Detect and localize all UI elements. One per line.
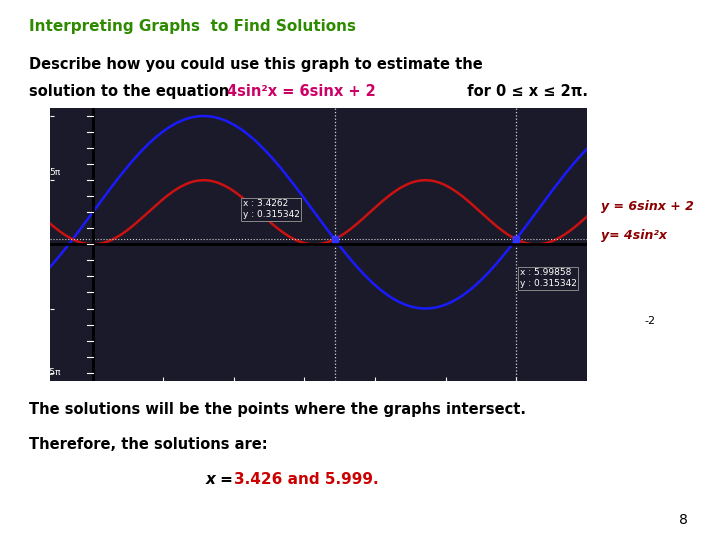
- Text: -2: -2: [644, 316, 655, 326]
- Text: x : 3.4262
y : 0.315342: x : 3.4262 y : 0.315342: [243, 199, 300, 219]
- Text: 5π: 5π: [50, 167, 61, 177]
- Text: Describe how you could use this graph to estimate the: Describe how you could use this graph to…: [29, 57, 482, 72]
- Text: x : 5.99858
y : 0.315342: x : 5.99858 y : 0.315342: [520, 268, 577, 288]
- Text: Interpreting Graphs  to Find Solutions: Interpreting Graphs to Find Solutions: [29, 19, 356, 34]
- Text: -5π: -5π: [47, 368, 61, 377]
- Text: 4sin²x = 6sinx + 2: 4sin²x = 6sinx + 2: [227, 84, 376, 99]
- Text: 8: 8: [679, 512, 688, 526]
- Text: 3.426 and 5.999.: 3.426 and 5.999.: [234, 472, 379, 488]
- Text: x =: x =: [205, 472, 238, 488]
- Text: solution to the equation: solution to the equation: [29, 84, 234, 99]
- Text: y = 6sinx + 2: y = 6sinx + 2: [601, 200, 694, 213]
- Text: The solutions will be the points where the graphs intersect.: The solutions will be the points where t…: [29, 402, 526, 417]
- Text: Therefore, the solutions are:: Therefore, the solutions are:: [29, 437, 267, 453]
- Text: y= 4sin²x: y= 4sin²x: [601, 230, 667, 242]
- Text: for 0 ≤ x ≤ 2π.: for 0 ≤ x ≤ 2π.: [457, 84, 588, 99]
